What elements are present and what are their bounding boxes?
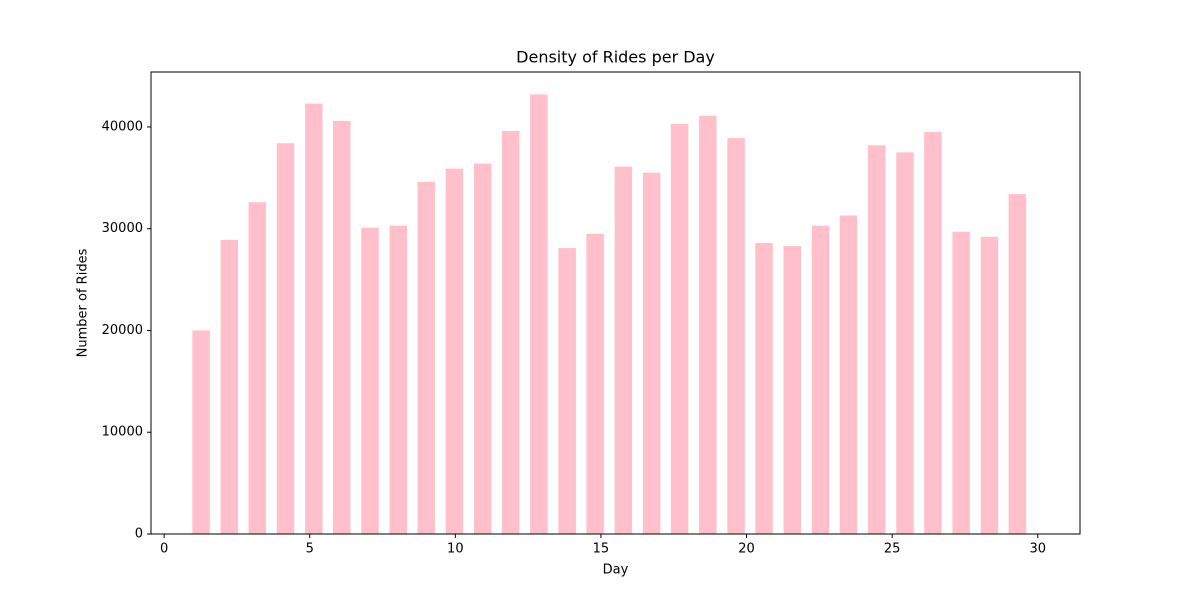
x-tick-label: 20 bbox=[738, 542, 755, 557]
bar bbox=[389, 225, 407, 534]
bar bbox=[501, 131, 520, 534]
bar bbox=[867, 145, 886, 534]
y-tick-label: 10000 bbox=[102, 425, 143, 440]
bar bbox=[980, 236, 999, 535]
bar bbox=[276, 143, 295, 535]
bar bbox=[670, 123, 689, 534]
x-tick-label: 10 bbox=[447, 542, 464, 557]
bar bbox=[220, 239, 239, 535]
bar bbox=[1008, 194, 1027, 534]
bar bbox=[727, 138, 745, 534]
bar bbox=[755, 242, 773, 534]
bar bbox=[783, 246, 802, 534]
bar bbox=[305, 103, 323, 534]
y-tick-label: 40000 bbox=[102, 119, 143, 134]
bar bbox=[952, 231, 970, 534]
bar bbox=[473, 163, 492, 534]
bar bbox=[839, 215, 858, 534]
bar bbox=[445, 168, 464, 534]
x-tick-label: 25 bbox=[884, 542, 901, 557]
x-tick-label: 15 bbox=[593, 542, 610, 557]
y-tick-label: 0 bbox=[135, 527, 143, 542]
bar bbox=[896, 152, 914, 534]
bar bbox=[586, 233, 604, 534]
bar bbox=[417, 181, 435, 534]
y-tick-label: 20000 bbox=[102, 323, 143, 338]
bar bbox=[699, 115, 717, 535]
x-tick-label: 0 bbox=[160, 542, 168, 557]
bar bbox=[614, 166, 633, 534]
bar bbox=[333, 120, 351, 534]
bar bbox=[361, 227, 379, 534]
bar bbox=[192, 330, 210, 534]
bar bbox=[248, 202, 267, 535]
bar bbox=[530, 94, 548, 534]
x-tick-label: 5 bbox=[306, 542, 314, 557]
x-axis-label: Day bbox=[603, 563, 629, 578]
chart-title: Density of Rides per Day bbox=[516, 48, 715, 67]
y-tick-label: 30000 bbox=[102, 221, 143, 236]
bar bbox=[642, 172, 661, 534]
bar bbox=[924, 132, 942, 534]
plot-frame bbox=[150, 71, 1081, 535]
bar bbox=[558, 248, 576, 534]
x-tick-label: 30 bbox=[1029, 542, 1046, 557]
y-axis-label: Number of Rides bbox=[76, 248, 91, 357]
bar bbox=[811, 225, 830, 534]
